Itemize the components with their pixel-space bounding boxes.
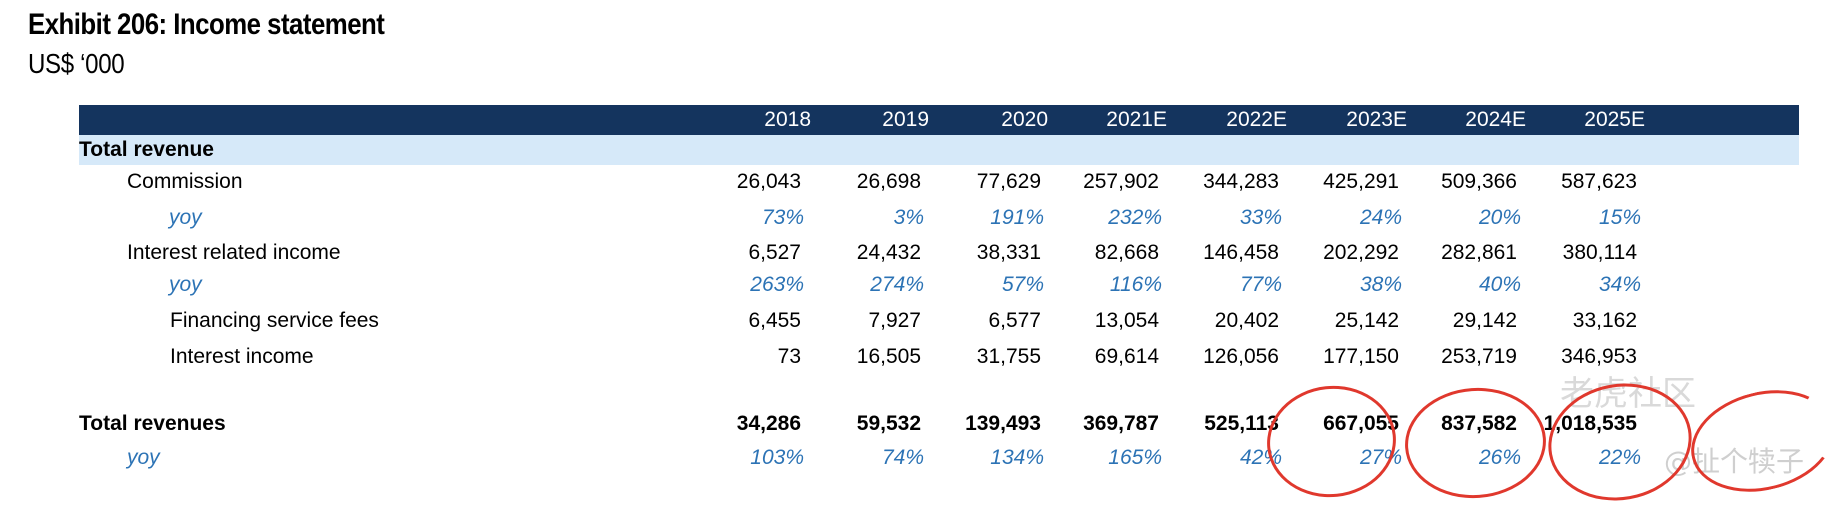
table-cell: 77% <box>1239 273 1282 296</box>
table-cell: 73 <box>777 345 801 368</box>
year-header: 2023E <box>1346 108 1407 131</box>
row-label: yoy <box>169 273 202 296</box>
table-cell: 837,582 <box>1441 412 1517 435</box>
table-cell: 82,668 <box>1094 241 1159 264</box>
table-cell: 24,432 <box>856 241 921 264</box>
table-cell: 282,861 <box>1441 241 1517 264</box>
table-cell: 73% <box>761 206 804 229</box>
table-cell: 42% <box>1239 446 1282 469</box>
table-cell: 103% <box>750 446 804 469</box>
table-cell: 191% <box>990 206 1044 229</box>
table-cell: 24% <box>1359 206 1402 229</box>
table-cell: 7,927 <box>868 309 921 332</box>
table-cell: 25,142 <box>1334 309 1399 332</box>
table-cell: 425,291 <box>1323 170 1399 193</box>
watermark-logo: 老虎社区 <box>1560 366 1696 415</box>
table-header-row: 2018 2019 2020 2021E 2022E 2023E 2024E 2… <box>79 105 1799 135</box>
table-cell: 38,331 <box>976 241 1041 264</box>
table-row: Interest income 73 16,505 31,755 69,614 … <box>79 342 1799 372</box>
row-label: Commission <box>127 170 243 193</box>
table-cell: 57% <box>1001 273 1044 296</box>
table-cell: 38% <box>1359 273 1402 296</box>
table-cell: 1,018,535 <box>1543 412 1637 435</box>
table-cell: 26% <box>1478 446 1521 469</box>
table-cell: 525,113 <box>1204 412 1279 435</box>
table-row: Financing service fees 6,455 7,927 6,577… <box>79 306 1799 336</box>
table-cell: 165% <box>1108 446 1162 469</box>
table-cell: 74% <box>881 446 924 469</box>
row-label: Interest related income <box>127 241 341 264</box>
exhibit-title: Exhibit 206: Income statement <box>28 8 385 41</box>
table-cell: 34,286 <box>736 412 801 435</box>
table-row: Total revenues 34,286 59,532 139,493 369… <box>79 409 1799 439</box>
table-cell: 344,283 <box>1203 170 1279 193</box>
table-cell: 146,458 <box>1203 241 1279 264</box>
table-cell: 139,493 <box>965 412 1041 435</box>
table-cell: 20% <box>1478 206 1521 229</box>
table-cell: 134% <box>990 446 1044 469</box>
table-row: Interest related income 6,527 24,432 38,… <box>79 238 1799 268</box>
watermark-brand: 老虎社区 <box>1560 374 1696 414</box>
row-label: yoy <box>127 446 160 469</box>
table-row: yoy 103% 74% 134% 165% 42% 27% 26% 22% <box>79 443 1799 473</box>
table-cell: 16,505 <box>856 345 921 368</box>
table-cell: 34% <box>1598 273 1641 296</box>
table-cell: 116% <box>1109 273 1162 296</box>
table-cell: 369,787 <box>1083 412 1159 435</box>
table-row: Commission 26,043 26,698 77,629 257,902 … <box>79 167 1799 197</box>
row-label: Interest income <box>170 345 314 368</box>
table-cell: 26,698 <box>856 170 921 193</box>
table-cell: 346,953 <box>1561 345 1637 368</box>
table-cell: 33,162 <box>1572 309 1637 332</box>
table-cell: 22% <box>1598 446 1641 469</box>
table-cell: 177,150 <box>1323 345 1399 368</box>
year-header: 2019 <box>882 108 929 131</box>
table-row: yoy 73% 3% 191% 232% 33% 24% 20% 15% <box>79 203 1799 233</box>
highlight-circle <box>1261 379 1402 504</box>
table-cell: 29,142 <box>1452 309 1517 332</box>
table-row: yoy 263% 274% 57% 116% 77% 38% 40% 34% <box>79 270 1799 300</box>
row-label: Financing service fees <box>170 309 379 332</box>
year-header: 2021E <box>1106 108 1167 131</box>
table-cell: 274% <box>870 273 924 296</box>
highlight-circle <box>1680 375 1844 507</box>
table-cell: 202,292 <box>1323 241 1399 264</box>
section-label: Total revenue <box>79 138 214 161</box>
row-label: Total revenues <box>79 412 226 435</box>
table-cell: 3% <box>893 206 924 229</box>
table-cell: 26,043 <box>736 170 801 193</box>
table-cell: 232% <box>1108 206 1162 229</box>
table-cell: 77,629 <box>976 170 1041 193</box>
year-header: 2025E <box>1584 108 1645 131</box>
table-cell: 20,402 <box>1214 309 1279 332</box>
highlight-circle <box>1401 383 1550 503</box>
table-cell: 257,902 <box>1083 170 1159 193</box>
table-cell: 263% <box>750 273 804 296</box>
table-cell: 6,455 <box>748 309 801 332</box>
table-cell: 15% <box>1598 206 1641 229</box>
year-header: 2024E <box>1465 108 1526 131</box>
table-cell: 69,614 <box>1094 345 1159 368</box>
watermark-handle: @扯个犊子 <box>1664 445 1805 478</box>
table-cell: 253,719 <box>1441 345 1517 368</box>
exhibit-subtitle: US$ ‘000 <box>28 48 125 79</box>
table-cell: 13,054 <box>1094 309 1159 332</box>
section-header-row: Total revenue <box>79 135 1799 165</box>
table-cell: 509,366 <box>1441 170 1517 193</box>
table-cell: 27% <box>1359 446 1402 469</box>
year-header: 2018 <box>764 108 811 131</box>
year-header: 2022E <box>1226 108 1287 131</box>
table-cell: 667,055 <box>1323 412 1399 435</box>
table-cell: 6,577 <box>988 309 1041 332</box>
table-cell: 40% <box>1478 273 1521 296</box>
year-header: 2020 <box>1001 108 1048 131</box>
table-cell: 380,114 <box>1562 241 1637 264</box>
table-cell: 587,623 <box>1561 170 1637 193</box>
table-cell: 126,056 <box>1203 345 1279 368</box>
table-cell: 33% <box>1239 206 1282 229</box>
row-label: yoy <box>169 206 202 229</box>
table-cell: 59,532 <box>856 412 921 435</box>
table-cell: 31,755 <box>976 345 1041 368</box>
table-cell: 6,527 <box>748 241 801 264</box>
